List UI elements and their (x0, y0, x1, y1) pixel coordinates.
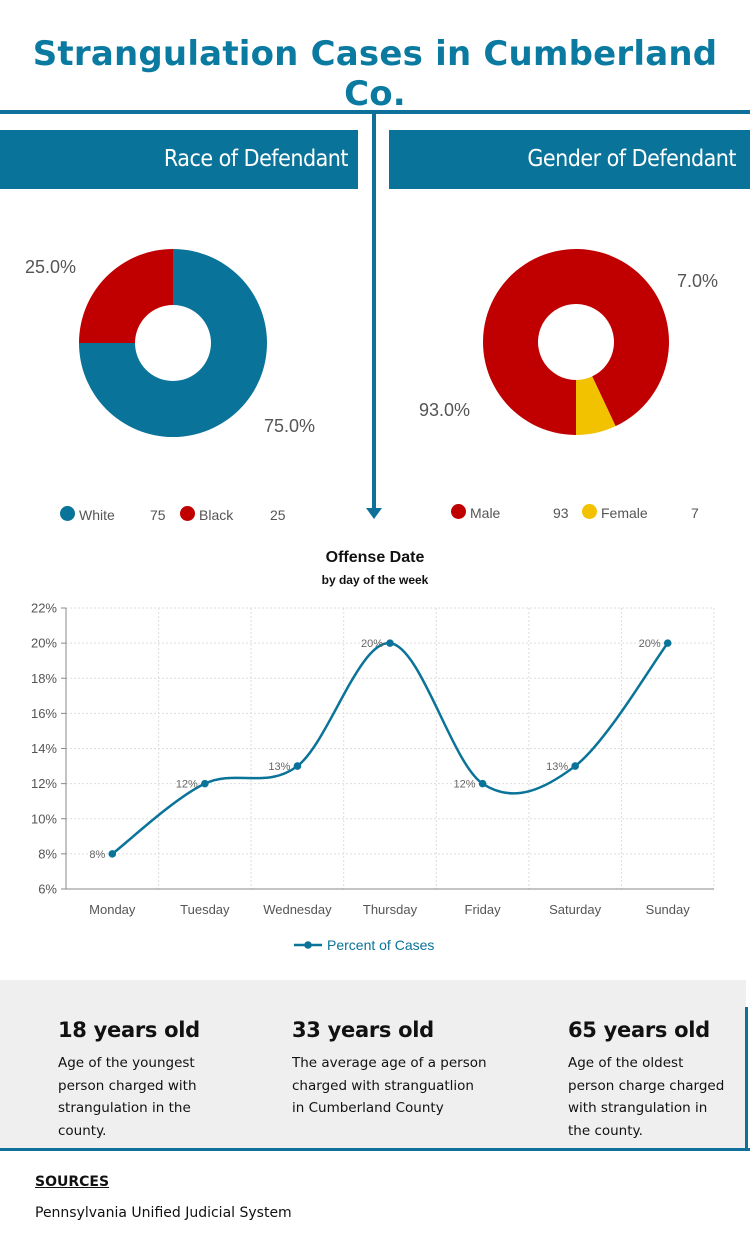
data-label: 13% (546, 761, 568, 773)
gender-donut-chart (483, 249, 669, 435)
legend-label: Percent of Cases (327, 937, 434, 953)
data-label: 20% (639, 638, 661, 650)
gender-legend-female-label: Female (601, 505, 648, 521)
race-legend-white-value: 75 (150, 507, 166, 523)
race-legend-white-label: White (79, 507, 115, 523)
y-tick-label: 20% (31, 636, 57, 651)
line-chart-title: Offense Date (325, 549, 425, 566)
gender-legend-female-swatch (582, 504, 597, 519)
race-legend-white-swatch (60, 506, 75, 521)
gender-legend-female-value: 7 (691, 505, 699, 521)
facts-bottom-border (0, 1148, 750, 1151)
x-tick-label: Saturday (549, 902, 602, 917)
fact-youngest: 18 years old Age of the youngest person … (58, 1018, 233, 1142)
data-point (663, 639, 672, 647)
center-divider (372, 110, 376, 510)
gender-legend-male-label: Male (470, 505, 501, 521)
page-title: Strangulation Cases in Cumberland Co. (32, 34, 718, 114)
y-tick-label: 22% (31, 601, 57, 616)
offense-line-chart: 6% 8% 10% 12% 14% 16% 18% 20% 22% Monday Tuesday We… (31, 601, 715, 953)
gender-slice-female (576, 376, 616, 435)
fact-youngest-text: Age of the youngest person charged with … (58, 1055, 197, 1139)
data-label: 12% (454, 779, 476, 791)
data-point (201, 779, 209, 788)
y-tick-label: 8% (38, 846, 57, 861)
data-label: 20% (361, 638, 383, 650)
gender-legend-male-swatch (451, 504, 466, 519)
fact-average-text: The average age of a person charged with… (292, 1055, 487, 1116)
legend-point-swatch (304, 941, 312, 949)
fact-youngest-heading: 18 years old (58, 1018, 200, 1042)
gender-legend-male-value: 93 (553, 505, 569, 521)
race-legend-black-label: Black (199, 507, 234, 523)
fact-oldest-heading: 65 years old (568, 1018, 710, 1042)
gender-male-percent: 93.0% (419, 400, 471, 420)
y-tick-label: 18% (31, 671, 57, 686)
y-tick-label: 16% (31, 706, 57, 721)
data-point (293, 762, 302, 770)
data-label: 8% (89, 849, 105, 861)
race-black-percent: 25.0% (25, 257, 77, 277)
y-tick-label: 6% (38, 882, 57, 897)
facts-panel (0, 980, 746, 1150)
y-tick-label: 14% (31, 741, 57, 756)
gender-banner: Gender of Defendant (389, 130, 750, 189)
y-tick-label: 12% (31, 776, 57, 791)
y-tick-label: 10% (31, 811, 57, 826)
data-label: 12% (176, 779, 198, 791)
sources-heading: SOURCES (35, 1174, 110, 1190)
x-tick-label: Sunday (646, 902, 691, 917)
data-point (108, 850, 117, 858)
data-point (571, 762, 579, 770)
x-tick-label: Friday (465, 902, 502, 917)
x-tick-label: Tuesday (180, 902, 230, 917)
fact-oldest-text: Age of the oldest person charge charged … (568, 1055, 725, 1139)
data-point (386, 639, 394, 647)
gender-slice-male (483, 249, 669, 435)
data-label: 13% (268, 761, 290, 773)
fact-oldest: 65 years old Age of the oldest person ch… (568, 1018, 728, 1142)
race-white-percent: 75.0% (264, 416, 316, 436)
fact-average-heading: 33 years old (292, 1018, 434, 1042)
fact-average: 33 years old The average age of a person… (292, 1018, 487, 1120)
data-point (478, 779, 487, 788)
down-arrow-icon (366, 508, 382, 519)
race-slice-white (79, 249, 267, 437)
race-legend-black-swatch (180, 506, 195, 521)
race-donut-chart (79, 249, 267, 437)
gender-female-percent: 7.0% (677, 271, 719, 291)
facts-right-border (745, 1007, 748, 1151)
x-tick-label: Thursday (363, 902, 418, 917)
race-legend-black-value: 25 (270, 507, 286, 523)
sources-text: Pennsylvania Unified Judicial System (35, 1205, 292, 1221)
line-chart-subtitle: by day of the week (321, 573, 429, 587)
x-tick-label: Monday (89, 902, 136, 917)
x-tick-label: Wednesday (263, 902, 332, 917)
race-banner: Race of Defendant (0, 130, 358, 189)
race-slice-black (79, 249, 173, 343)
